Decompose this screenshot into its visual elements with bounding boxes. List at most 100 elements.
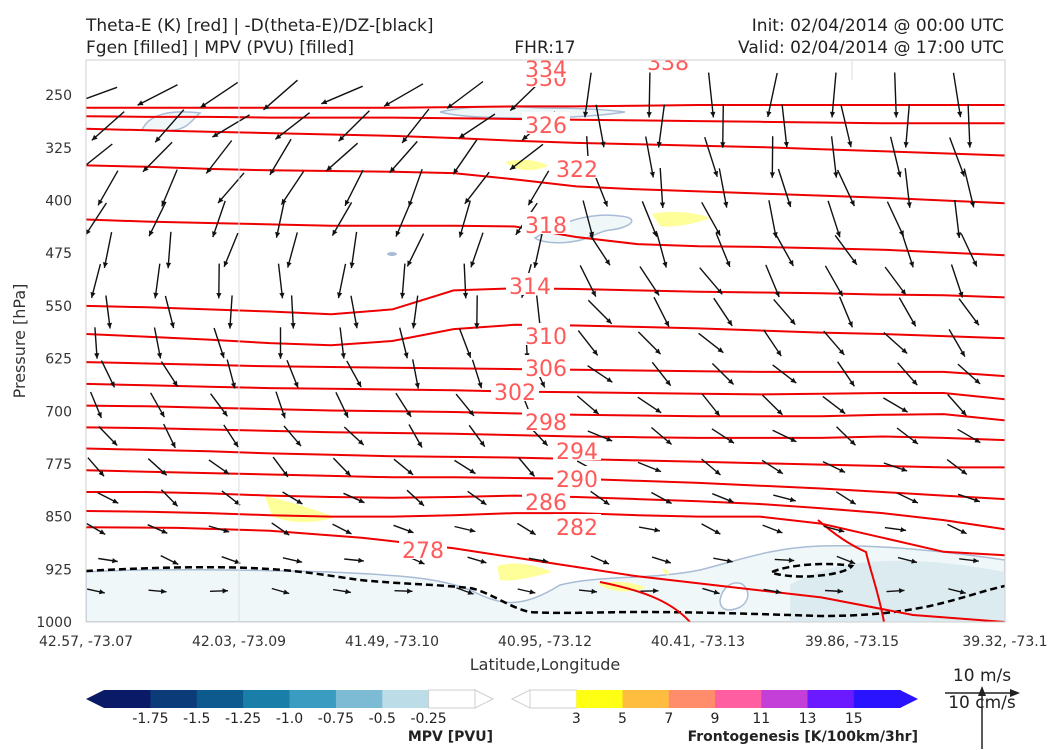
mpv-colorbar-ticks: -1.75 -1.5 -1.25 -1.0 -0.75 -0.5 -0.25 <box>132 711 446 727</box>
wind-vector-head <box>839 467 846 473</box>
wind-vector <box>958 298 980 326</box>
wind-vector <box>274 112 311 140</box>
wind-vector-head <box>480 499 487 505</box>
y-tick-label: 1000 <box>36 615 72 631</box>
wind-vector-head <box>606 436 613 442</box>
wind-vector <box>509 143 544 171</box>
wind-vector-head <box>665 558 671 564</box>
wind-vector <box>97 170 119 206</box>
contour-label-bg <box>522 323 570 345</box>
wind-vector-head <box>384 101 390 107</box>
y-tick-label: 625 <box>45 352 72 368</box>
colorbar-tick-label: 11 <box>752 711 770 727</box>
fgen-fill-2 <box>652 211 710 227</box>
wind-vector <box>408 168 423 208</box>
wind-vector-head <box>774 291 780 298</box>
fgen-fill-6 <box>662 569 669 576</box>
wind-vector <box>715 232 731 268</box>
wind-vector <box>707 72 715 118</box>
wind-vector <box>950 264 964 298</box>
contour-label-bg <box>553 466 601 488</box>
wind-vector-head <box>664 320 669 327</box>
wind-vector <box>161 169 178 207</box>
wind-vector <box>905 104 910 148</box>
wind-vector-head <box>469 468 476 474</box>
wind-vector-head <box>275 133 282 140</box>
wind-vector <box>894 72 897 118</box>
wind-vector-head <box>600 141 606 148</box>
wind-vector-head <box>960 528 967 534</box>
contour-label-314: 314 <box>509 275 551 300</box>
wind-vector-head <box>407 469 414 475</box>
wind-vector-head <box>156 352 162 359</box>
wind-vector <box>587 299 613 325</box>
fgen-fill-1 <box>505 159 548 171</box>
y-tick-label: 700 <box>45 404 72 420</box>
wind-vector <box>718 168 728 208</box>
wind-vector <box>321 85 363 105</box>
y-tick-label: 400 <box>45 194 72 210</box>
wind-vector-head <box>727 319 733 326</box>
wind-vector-head <box>714 529 721 535</box>
wind-vector-head <box>219 352 225 358</box>
wind-vector-head <box>338 135 345 142</box>
x-axis-label: Latitude,Longitude <box>470 655 621 674</box>
wind-vector-head <box>407 260 413 267</box>
wind-vector-head <box>542 439 548 446</box>
contour-label-286: 286 <box>525 491 567 516</box>
reference-horizontal-arrowhead <box>1010 689 1020 697</box>
wind-vector-head <box>789 497 796 503</box>
wind-vector-head <box>356 381 362 388</box>
wind-vector-head <box>142 166 149 172</box>
contour-label-bg <box>522 60 570 78</box>
fgen-colorbar: 3 5 7 9 11 13 15 Frontogenesis [K/100km/3hr] <box>510 689 918 745</box>
wind-vector-head <box>849 380 855 387</box>
contour-label-bg <box>553 438 601 460</box>
wind-vector-head <box>112 498 119 504</box>
wind-vector-head <box>898 588 905 594</box>
contour-label-298: 298 <box>525 411 567 436</box>
wind-vector-head <box>218 197 224 204</box>
contour-label-bg <box>522 212 570 234</box>
contour-label-bg <box>644 60 692 71</box>
wind-vector-head <box>911 498 918 503</box>
wind-vector-head <box>206 167 212 174</box>
wind-vector-head <box>717 347 724 353</box>
fgen-colorbar-ticks: 3 5 7 9 11 13 15 <box>572 711 863 727</box>
wind-vector-head <box>161 200 167 207</box>
wind-vector-head <box>90 292 96 298</box>
wind-vector-head <box>728 438 735 444</box>
colorbar-tick-label: -1.25 <box>225 711 261 727</box>
wind-vector-head <box>906 202 912 208</box>
init-time: Init: 02/04/2014 @ 00:00 UTC <box>752 16 1004 36</box>
wind-vector-head <box>900 527 907 533</box>
wind-vector <box>446 80 484 110</box>
wind-vector-head <box>646 112 652 118</box>
wind-vector-head <box>155 136 161 143</box>
wind-vector <box>836 169 856 207</box>
wind-vector-head <box>411 322 417 329</box>
colorbar-tick-label: -1.5 <box>183 711 210 727</box>
wind-vector-head <box>159 411 165 418</box>
wind-vector-head <box>714 469 721 475</box>
wind-vector <box>713 297 733 327</box>
wind-vector <box>277 263 284 299</box>
wind-vector <box>656 232 667 268</box>
wind-vector-head <box>835 231 841 238</box>
wind-vector-head <box>542 558 549 564</box>
wind-vector-head <box>458 231 464 238</box>
wind-vector-head <box>665 439 672 445</box>
wind-vector <box>582 200 594 238</box>
colorbar-tick-label: -0.75 <box>318 711 354 727</box>
colorbar-tick-label: 7 <box>664 711 673 727</box>
wind-vector <box>90 263 102 299</box>
colorbar-segment <box>150 690 198 708</box>
dthetae-dz-contour-2 <box>769 562 855 578</box>
wind-vector-head <box>343 411 349 418</box>
colorbar-segment <box>761 690 809 708</box>
wind-vector-head <box>407 588 413 594</box>
contour-label-318: 318 <box>525 214 567 239</box>
y-tick-label: 250 <box>45 88 72 104</box>
wind-vector-head <box>332 229 338 236</box>
colorbar-segment <box>196 690 244 708</box>
